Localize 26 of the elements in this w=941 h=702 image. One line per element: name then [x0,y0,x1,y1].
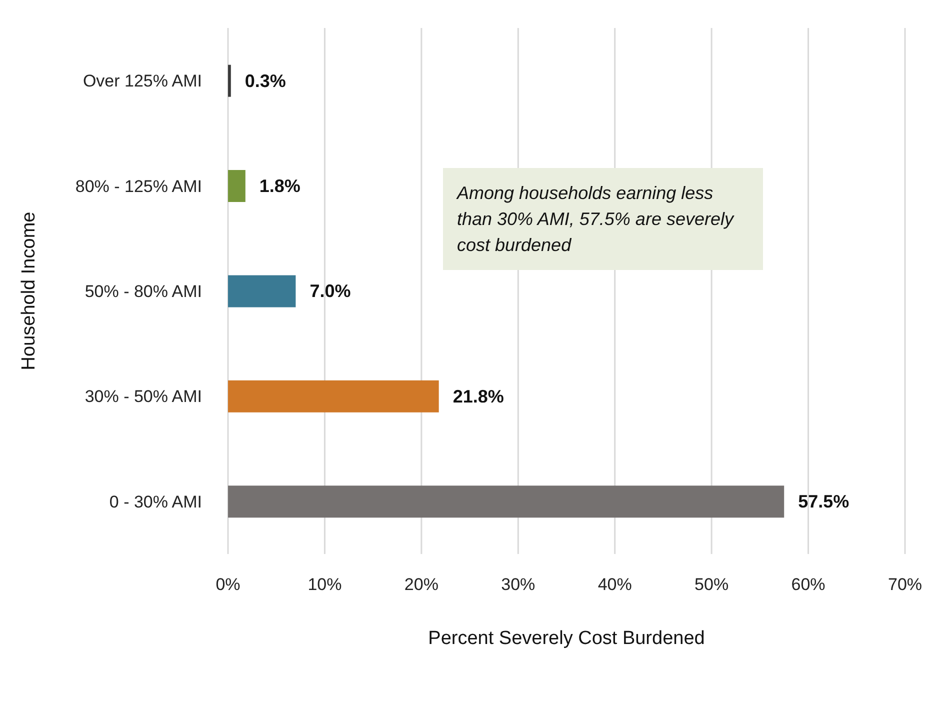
data-label: 57.5% [798,492,850,512]
annotation: Among households earning less than 30% AMI, 57.5% are severely cost burdened [443,168,763,270]
x-axis-title: Percent Severely Cost Burdened [428,628,705,649]
y-axis-title: Household Income [18,212,40,370]
bar [228,380,439,412]
x-tick-label: 20% [404,575,438,594]
bar [228,64,231,97]
y-tick-label: 0 - 30% AMI [109,492,202,512]
x-tick-label: 70% [888,575,922,594]
x-tick-label: 0% [216,575,240,594]
data-label: 1.8% [259,176,300,196]
y-tick-label: Over 125% AMI [82,72,202,91]
bar [228,275,296,308]
x-tick-label: 50% [694,575,729,594]
data-label: 7.0% [310,281,351,302]
y-tick-label: 50% - 80% AMI [84,282,202,302]
data-label: 21.8% [452,386,504,406]
x-tick-label: 10% [308,575,342,594]
data-label: 0.3% [244,70,286,91]
x-tick-label: 60% [791,575,826,594]
x-tick-label: 40% [598,575,632,594]
x-tick-label: 30% [501,575,536,594]
bar [228,170,246,202]
y-tick-label: 80% - 125% AMI [75,176,202,196]
bar [228,486,784,518]
y-tick-label: 30% - 50% AMI [84,387,202,406]
